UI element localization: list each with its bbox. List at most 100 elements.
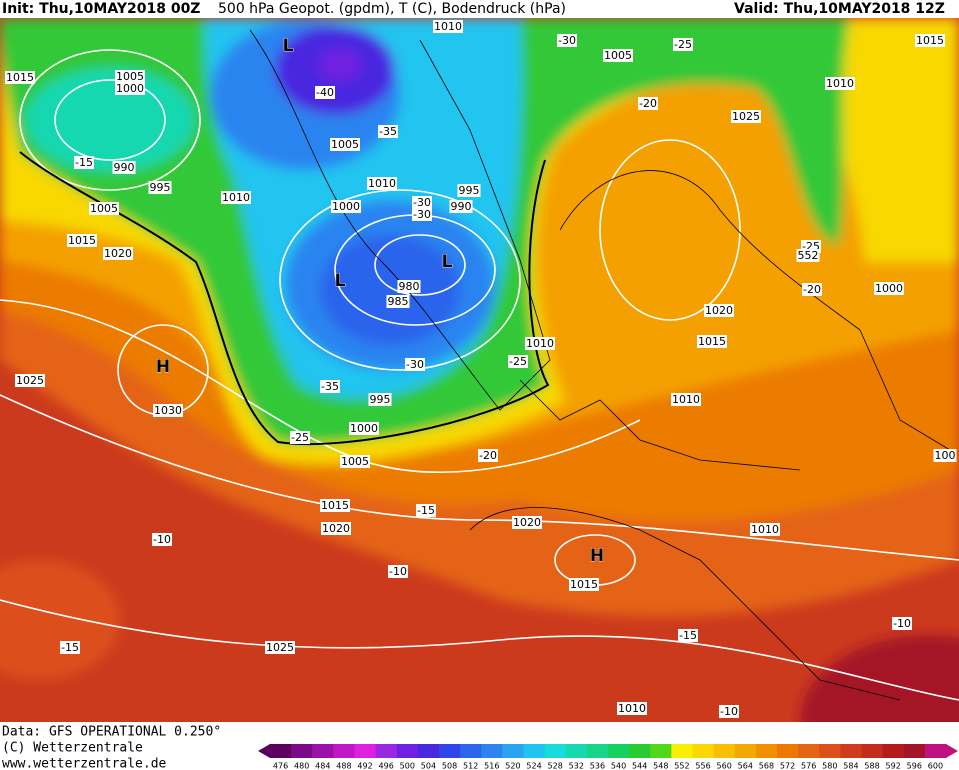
colorbar-swatch xyxy=(270,744,292,758)
label-box xyxy=(719,705,739,718)
contour-label: 995 xyxy=(370,393,391,406)
colorbar-label: 520 xyxy=(505,762,520,770)
contour-label: -40 xyxy=(316,86,334,99)
label-box xyxy=(750,523,780,536)
label-box xyxy=(221,191,251,204)
colorbar-swatch xyxy=(544,744,567,758)
contour-552 xyxy=(19,151,550,446)
label-box xyxy=(557,34,577,47)
colorbar-swatch xyxy=(586,744,609,758)
label-box xyxy=(152,533,172,546)
colorbar-swatch xyxy=(333,744,355,758)
colorbar-label: 552 xyxy=(674,762,689,770)
colorbar-swatch xyxy=(924,744,947,758)
colorbar-label: 580 xyxy=(822,762,837,770)
label-box xyxy=(671,393,701,406)
label-box xyxy=(603,49,633,62)
label-box xyxy=(315,86,335,99)
colorbar-swatch xyxy=(671,744,693,758)
colorbar-label: 484 xyxy=(315,762,330,770)
label-box xyxy=(74,156,94,169)
colorbar-label: 548 xyxy=(653,762,668,770)
contour-label: 990 xyxy=(114,161,135,174)
contour-label: -25 xyxy=(291,431,309,444)
colorbar-swatch xyxy=(629,744,651,758)
contour-label: 1005 xyxy=(116,70,144,83)
contour-label: 1000 xyxy=(350,422,378,435)
contour-label: -30 xyxy=(558,34,576,47)
label-box xyxy=(115,70,145,83)
label-box xyxy=(388,565,408,578)
label-box xyxy=(457,184,481,197)
colorbar-label: 492 xyxy=(357,762,372,770)
label-box xyxy=(617,702,647,715)
label-box xyxy=(330,138,360,151)
label-box xyxy=(678,629,698,642)
label-box xyxy=(397,280,421,293)
colorbar-swatch xyxy=(798,744,820,758)
contour-label: -35 xyxy=(321,380,339,393)
colorbar-label: 536 xyxy=(590,762,605,770)
label-box xyxy=(915,34,945,47)
colorbar-label: 560 xyxy=(717,762,732,770)
contour-label: -15 xyxy=(417,504,435,517)
colorbar-swatch xyxy=(460,744,482,758)
colorbar-swatch xyxy=(439,744,461,758)
data-source: Data: GFS OPERATIONAL 0.250° xyxy=(2,725,221,740)
contour-label: 100 xyxy=(935,449,956,462)
colorbar-label: 572 xyxy=(780,762,795,770)
contour-label: 1020 xyxy=(513,516,541,529)
label-box xyxy=(148,181,172,194)
contour-label: -20 xyxy=(803,283,821,296)
colorbar-label: 576 xyxy=(801,762,816,770)
valid-time: Valid: Thu,10MAY2018 12Z xyxy=(734,1,945,17)
contour-label: -15 xyxy=(75,156,93,169)
contour-label: 1020 xyxy=(104,247,132,260)
contour-label: -20 xyxy=(639,97,657,110)
label-box xyxy=(412,196,432,209)
colorbar-swatch xyxy=(354,744,377,758)
label-box xyxy=(349,422,379,435)
colorbar-swatch xyxy=(608,744,630,758)
colorbar-swatch xyxy=(312,744,334,758)
colorbar-swatch xyxy=(692,744,715,758)
contour-label: 1010 xyxy=(751,523,779,536)
label-box xyxy=(892,617,912,630)
contour-label: -25 xyxy=(674,38,692,51)
colorbar-label: 556 xyxy=(695,762,710,770)
contour-label: 1000 xyxy=(116,82,144,95)
label-box xyxy=(5,71,35,84)
label-box xyxy=(103,247,133,260)
contour-label: 1025 xyxy=(16,374,44,387)
contour-label: 1030 xyxy=(154,404,182,417)
contour-label: 1000 xyxy=(875,282,903,295)
label-box xyxy=(378,125,398,138)
label-box xyxy=(112,161,136,174)
contour-label: -10 xyxy=(153,533,171,546)
colorbar-label: 532 xyxy=(569,762,584,770)
contour-label: 1010 xyxy=(222,191,250,204)
website: www.wetterzentrale.de xyxy=(2,757,167,770)
colorbar-label: 592 xyxy=(886,762,901,770)
label-box xyxy=(825,77,855,90)
colorbar-swatch xyxy=(734,744,757,758)
contour-label: -10 xyxy=(893,617,911,630)
field-blue xyxy=(320,235,460,345)
label-box xyxy=(704,304,734,317)
field-teal xyxy=(25,68,195,172)
label-box xyxy=(512,516,542,529)
colorbar-swatch xyxy=(291,744,313,758)
label-box xyxy=(321,522,351,535)
colorbar-label: 596 xyxy=(907,762,922,770)
colorbar-label: 540 xyxy=(611,762,626,770)
colorbar-swatch xyxy=(396,744,419,758)
contour-label: 1025 xyxy=(732,110,760,123)
contour-label: 1015 xyxy=(6,71,34,84)
contour-label: 1010 xyxy=(618,702,646,715)
label-box xyxy=(731,110,761,123)
contour-label: 1020 xyxy=(322,522,350,535)
colorbar-label: 524 xyxy=(526,762,541,770)
coastlines xyxy=(249,29,951,701)
field-dark-red xyxy=(800,635,959,722)
contour-label: 1010 xyxy=(434,20,462,33)
